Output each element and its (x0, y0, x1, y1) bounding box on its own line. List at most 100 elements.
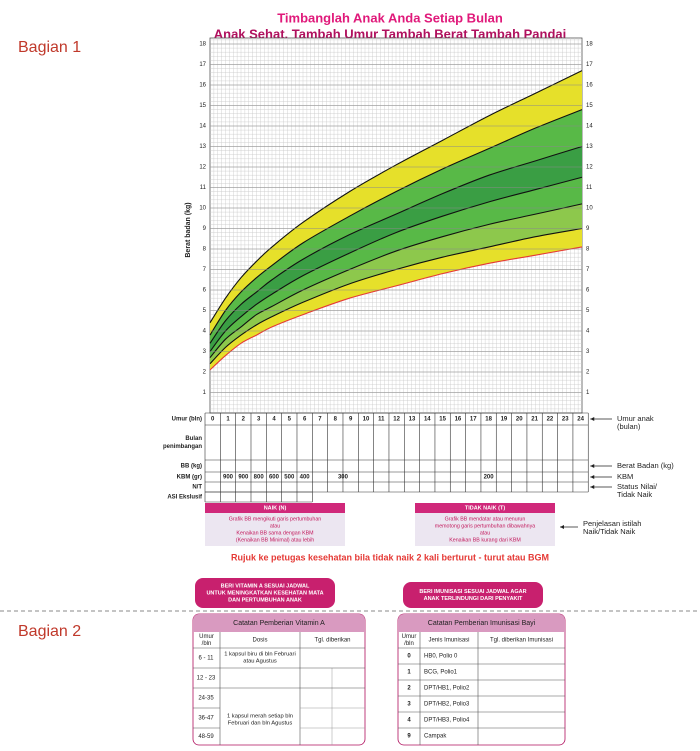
growth-band (210, 203, 582, 364)
month-number: 24 (577, 417, 584, 423)
y-tick-label: 18 (199, 42, 206, 48)
y-tick-label: 17 (586, 62, 593, 68)
month-number: 5 (288, 417, 292, 423)
y-tick-label: 2 (586, 370, 590, 376)
age-cell: 1 (407, 670, 411, 676)
age-cell: 3 (407, 702, 411, 708)
y-tick-label: 13 (199, 144, 206, 150)
kbm-value: 900 (223, 475, 234, 481)
y-tick-label: 6 (586, 288, 590, 294)
age-cell: 9 (407, 734, 411, 740)
status-text: Grafik BB mendatar atau menurun (445, 516, 526, 522)
row-label: penimbangan (163, 444, 202, 450)
growth-curve (209, 70, 583, 324)
status-body (415, 512, 555, 546)
pointer-head (590, 464, 595, 468)
table-title-bar (193, 614, 365, 632)
y-tick-label: 11 (586, 185, 593, 191)
vaccine-cell: Campak (424, 734, 447, 740)
growth-curve (209, 109, 583, 336)
status-text: atau (270, 523, 280, 529)
kbm-value: 500 (284, 475, 295, 481)
age-cell: 48-59 (198, 734, 214, 740)
growth-curve (209, 203, 583, 359)
y-tick-label: 7 (586, 267, 590, 273)
pointer-head (590, 475, 595, 479)
table-title-bar (398, 614, 565, 632)
month-number: 4 (272, 417, 276, 423)
row-label: ASI Ekslusif (167, 495, 203, 501)
dose-cell: Februari dan bln Agustus (228, 721, 293, 727)
growth-curve (209, 227, 583, 365)
banner-text: ANAK TERLINDUNGI DARI PENYAKIT (424, 596, 523, 602)
month-number: 9 (349, 417, 353, 423)
pointer-head (590, 417, 595, 421)
age-cell: 4 (407, 718, 411, 724)
month-number: 17 (470, 417, 477, 423)
y-tick-label: 3 (586, 349, 590, 355)
month-number: 0 (211, 417, 215, 423)
referral-note: Rujuk ke petugas kesehatan bila tidak na… (231, 552, 549, 562)
table-title: Catatan Pemberian Vitamin A (233, 620, 325, 627)
month-number: 14 (424, 417, 431, 423)
vaccine-cell: DPT/HB3, Polio4 (424, 718, 470, 724)
y-tick-label: 10 (199, 206, 206, 212)
pointer-head (590, 485, 595, 489)
annotation: (bulan) (617, 422, 641, 431)
y-tick-label: 14 (199, 124, 206, 130)
vaccine-cell: BCG, Polio1 (424, 670, 458, 676)
month-number: 7 (318, 417, 322, 423)
kbm-value: 300 (338, 475, 349, 481)
column-header: Dosis (252, 638, 267, 644)
month-number: 19 (501, 417, 508, 423)
kbm-value: 400 (300, 475, 311, 481)
y-tick-label: 8 (203, 247, 207, 253)
annotation: Tidak Naik (617, 490, 652, 499)
row-label: N/T (192, 485, 202, 491)
kbm-value: 600 (269, 475, 280, 481)
y-tick-label: 9 (203, 226, 207, 232)
age-cell: 36-47 (198, 716, 214, 722)
y-tick-label: 5 (203, 308, 207, 314)
age-cell: 24-35 (198, 696, 214, 702)
dose-cell: atau Agustus (243, 659, 277, 665)
month-number: 22 (547, 417, 554, 423)
y-tick-label: 9 (586, 226, 590, 232)
title-line: Timbanglah Anak Anda Setiap Bulan (277, 10, 503, 25)
y-tick-label: 14 (586, 124, 593, 130)
growth-curve (209, 176, 583, 352)
growth-band (210, 228, 582, 370)
status-title: TIDAK NAIK (T) (465, 505, 505, 511)
y-tick-label: 2 (203, 370, 207, 376)
status-text: Kenaikan BB kurang dari KBM (449, 537, 521, 543)
banner-text: BERI IMUNISASI SESUAI JADWAL AGAR (419, 589, 526, 595)
annotation: KBM (617, 472, 633, 481)
growth-curve (209, 145, 583, 344)
age-cell: 0 (407, 654, 411, 660)
y-tick-label: 5 (586, 308, 590, 314)
month-number: 18 (485, 417, 492, 423)
status-title: NAIK (N) (264, 505, 287, 511)
y-tick-label: 15 (586, 103, 593, 109)
y-tick-label: 1 (203, 390, 207, 396)
column-header: /bln (404, 641, 414, 647)
column-header: /bln (202, 641, 212, 647)
growth-band (210, 146, 582, 352)
month-number: 10 (363, 417, 370, 423)
column-header: Umur (199, 634, 214, 640)
y-tick-label: 17 (199, 62, 206, 68)
banner (403, 582, 543, 608)
age-cell: 6 - 11 (199, 656, 215, 662)
age-cell: 2 (407, 686, 411, 692)
status-text: atau (480, 530, 490, 536)
y-tick-label: 1 (586, 390, 590, 396)
y-tick-label: 8 (586, 247, 590, 253)
table-title: Catatan Pemberian Imunisasi Bayi (428, 620, 536, 627)
annotation: Umur anak (617, 414, 654, 423)
column-header: Jenis Imunisasi (428, 638, 469, 644)
kbm-value: 200 (484, 475, 495, 481)
kbm-value: 900 (238, 475, 249, 481)
annotation: Berat Badan (kg) (617, 461, 674, 470)
